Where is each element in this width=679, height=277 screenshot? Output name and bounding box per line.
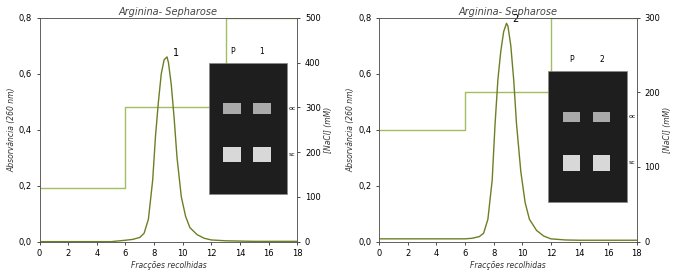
Text: P: P	[569, 55, 574, 64]
Text: oc: oc	[289, 106, 296, 111]
Bar	[593, 112, 610, 122]
Text: 2: 2	[512, 14, 519, 24]
X-axis label: Fracções recolhidas: Fracções recolhidas	[130, 261, 206, 270]
Bar	[563, 155, 581, 171]
Y-axis label: [NaCl] (mM): [NaCl] (mM)	[663, 107, 672, 153]
Text: sc: sc	[289, 152, 296, 157]
Bar	[223, 147, 241, 163]
Title: Arginina- Sepharose: Arginina- Sepharose	[119, 7, 218, 17]
Bar	[253, 147, 271, 163]
Text: 1: 1	[172, 48, 179, 58]
Bar	[563, 112, 581, 122]
Y-axis label: Absorvância (260 nm): Absorvância (260 nm)	[7, 88, 16, 172]
Text: P: P	[230, 47, 234, 56]
Y-axis label: [NaCl] (mM): [NaCl] (mM)	[324, 107, 333, 153]
Text: oc: oc	[629, 114, 636, 119]
Text: 1: 1	[259, 47, 264, 56]
Text: sc: sc	[629, 160, 636, 165]
Text: 2: 2	[599, 55, 604, 64]
X-axis label: Fracções recolhidas: Fracções recolhidas	[470, 261, 546, 270]
Bar	[548, 71, 627, 202]
Y-axis label: Absorvância (260 nm): Absorvância (260 nm)	[346, 88, 355, 172]
Title: Arginina- Sepharose: Arginina- Sepharose	[458, 7, 557, 17]
Bar	[253, 103, 271, 114]
Bar	[593, 155, 610, 171]
Bar	[223, 103, 241, 114]
Bar	[208, 63, 287, 194]
